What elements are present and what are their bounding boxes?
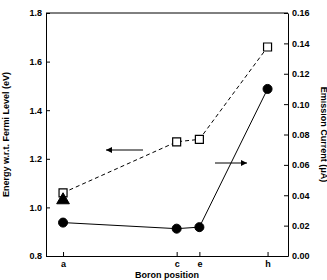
y-axis-title: Energy w.r.t. Fermi Level (eV) bbox=[1, 72, 11, 197]
tick: 1.6 bbox=[29, 57, 50, 67]
tick-mark bbox=[284, 195, 288, 196]
tick-mark bbox=[46, 256, 50, 257]
plot-area bbox=[57, 43, 272, 233]
tick-label: 0.12 bbox=[292, 69, 310, 79]
tick-label: 1.4 bbox=[29, 106, 42, 116]
tick-mark bbox=[284, 13, 288, 14]
point-marker bbox=[195, 135, 203, 143]
chart: aceh0.81.01.21.41.61.80.000.020.040.060.… bbox=[0, 0, 327, 280]
tick-label: 1.6 bbox=[29, 57, 42, 67]
tick: 0.10 bbox=[284, 100, 310, 110]
tick-label: 1.8 bbox=[29, 8, 42, 18]
tick-mark bbox=[268, 252, 269, 256]
tick-mark bbox=[46, 207, 50, 208]
tick-mark bbox=[284, 43, 288, 44]
tick: 0.04 bbox=[284, 191, 310, 201]
tick-label: 0.8 bbox=[29, 251, 42, 261]
tick-mark bbox=[284, 226, 288, 227]
tick: 0.14 bbox=[284, 39, 310, 49]
tick: e bbox=[197, 252, 202, 269]
tick-mark bbox=[284, 256, 288, 257]
point-marker bbox=[195, 223, 204, 232]
tick-mark bbox=[46, 110, 50, 111]
series-line bbox=[63, 47, 268, 193]
tick-mark bbox=[177, 252, 178, 256]
x-axis-title: Boron position bbox=[135, 270, 199, 280]
x-axis: aceh bbox=[47, 252, 289, 269]
point-marker bbox=[264, 43, 272, 51]
plot-frame bbox=[46, 13, 288, 14]
x-axis-line bbox=[47, 256, 289, 257]
y-axis-line bbox=[46, 14, 47, 257]
point-marker bbox=[57, 193, 70, 204]
arrow bbox=[106, 147, 143, 153]
tick: 0.16 bbox=[284, 8, 310, 18]
tick: 0.08 bbox=[284, 130, 310, 140]
tick-mark bbox=[63, 252, 64, 256]
tick-mark bbox=[284, 104, 288, 105]
tick-label: 0.02 bbox=[292, 221, 310, 231]
tick-mark bbox=[284, 74, 288, 75]
point-marker bbox=[172, 224, 181, 233]
tick-label: h bbox=[265, 259, 271, 269]
tick-label: c bbox=[175, 259, 180, 269]
tick-label: 0.04 bbox=[292, 191, 310, 201]
tick-mark bbox=[284, 165, 288, 166]
tick: c bbox=[175, 252, 180, 269]
tick-label: 0.00 bbox=[292, 251, 310, 261]
tick-label: 0.08 bbox=[292, 130, 310, 140]
tick-mark bbox=[46, 159, 50, 160]
tick: a bbox=[61, 252, 67, 269]
y2-axis: 0.00 0.02 0.04 0.06 0.08 0.10 0.12 0.14 0.16 bbox=[284, 8, 310, 261]
tick-label: 1.0 bbox=[29, 203, 42, 213]
y2-axis-title: Emission Current (μA) bbox=[319, 87, 327, 183]
tick: 0.06 bbox=[284, 160, 310, 170]
tick-mark bbox=[199, 252, 200, 256]
tick: 0.02 bbox=[284, 221, 310, 231]
point-marker bbox=[263, 84, 272, 93]
tick-label: 1.2 bbox=[29, 154, 42, 164]
arrow-head bbox=[241, 160, 247, 166]
tick-mark bbox=[284, 135, 288, 136]
tick-mark bbox=[46, 13, 50, 14]
tick-label: 0.14 bbox=[292, 39, 310, 49]
tick: 1.4 bbox=[29, 106, 50, 116]
point-marker bbox=[173, 138, 181, 146]
tick-label: 0.06 bbox=[292, 160, 310, 170]
tick: 1.8 bbox=[29, 8, 50, 18]
tick: 0.12 bbox=[284, 69, 310, 79]
tick: 1.2 bbox=[29, 154, 50, 164]
point-marker bbox=[59, 218, 68, 227]
tick-label: e bbox=[197, 259, 202, 269]
tick-label: a bbox=[61, 259, 67, 269]
y2-axis-line bbox=[288, 14, 289, 257]
series-line bbox=[63, 89, 268, 229]
y-axis: 0.8 1.0 1.2 1.4 1.6 1.8 bbox=[29, 8, 50, 261]
tick-mark bbox=[46, 62, 50, 63]
tick: h bbox=[265, 252, 271, 269]
tick: 1.0 bbox=[29, 203, 50, 213]
tick: 0.8 bbox=[29, 251, 50, 261]
arrow-head bbox=[106, 147, 112, 153]
tick-label: 0.16 bbox=[292, 8, 310, 18]
tick: 0.00 bbox=[284, 251, 310, 261]
tick-label: 0.10 bbox=[292, 100, 310, 110]
